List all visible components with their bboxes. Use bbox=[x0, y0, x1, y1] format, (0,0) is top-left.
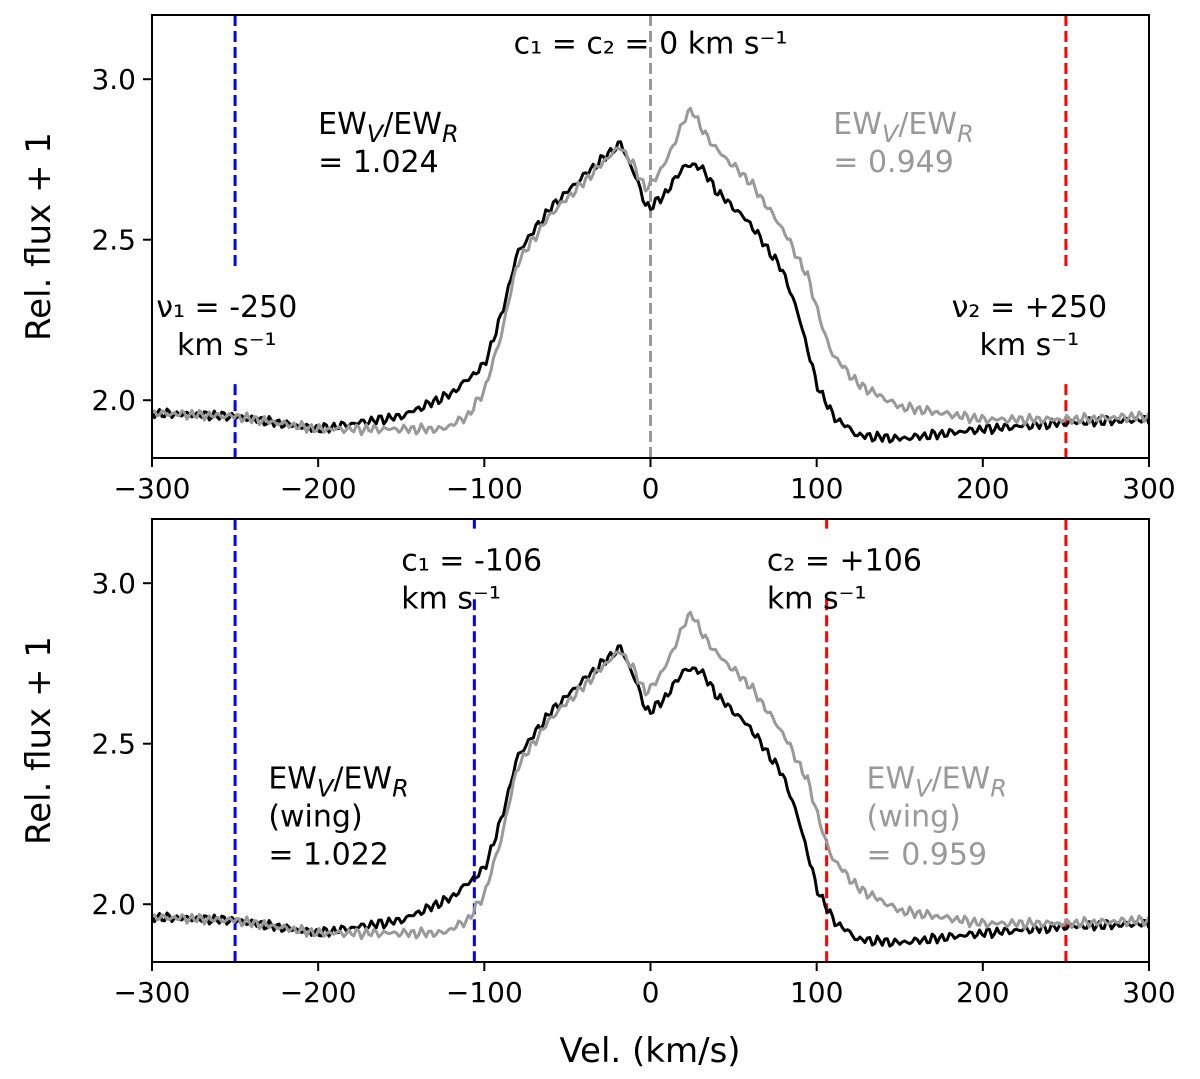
y-tick-label: 2.5 bbox=[91, 728, 136, 761]
x-tick-label: 100 bbox=[790, 976, 843, 1009]
annotation-text: = 0.959 bbox=[867, 838, 988, 873]
grey-profile-line bbox=[152, 106, 1149, 437]
annotation-text: km s⁻¹ bbox=[767, 581, 867, 616]
x-tick-label: 200 bbox=[956, 976, 1009, 1009]
annotation-text: km s⁻¹ bbox=[177, 328, 277, 363]
x-tick-label: −300 bbox=[114, 472, 191, 505]
x-tick-label: 200 bbox=[956, 472, 1009, 505]
x-tick-label: −300 bbox=[114, 976, 191, 1009]
annotation-text: ν₁ = -250 bbox=[156, 290, 297, 325]
top-panel: −300 −200 −100 0 100 200 300 2.0 2.5 3.0 Rel. flux… bbox=[19, 14, 1176, 505]
x-tick-label: 300 bbox=[1122, 472, 1175, 505]
y-axis-label: Rel. flux + 1 bbox=[19, 636, 59, 845]
y-tick-label: 2.0 bbox=[91, 888, 136, 921]
grey-profile-line bbox=[152, 610, 1149, 941]
y-tick-label: 2.5 bbox=[91, 224, 136, 257]
annotation-text: = 0.949 bbox=[833, 145, 954, 180]
annotation-text: km s⁻¹ bbox=[980, 328, 1080, 363]
x-tick-label: 0 bbox=[642, 976, 660, 1009]
x-tick-label: 100 bbox=[790, 472, 843, 505]
annotation-text: ν₂ = +250 bbox=[952, 290, 1107, 325]
y-axis-label: Rel. flux + 1 bbox=[19, 132, 59, 341]
y-tick-label: 3.0 bbox=[91, 567, 136, 600]
annotation-text: = 1.024 bbox=[318, 145, 439, 180]
x-tick-label: −200 bbox=[280, 472, 357, 505]
bottom-panel: −300 −200 −100 0 100 200 300 2.0 2.5 3.0 Rel. flux… bbox=[19, 518, 1176, 1009]
x-tick-label: −100 bbox=[446, 976, 523, 1009]
y-tick-label: 3.0 bbox=[91, 63, 136, 96]
plot-area bbox=[152, 519, 1149, 962]
annotation-text: c₁ = c₂ = 0 km s⁻¹ bbox=[514, 27, 788, 62]
annotation-text: km s⁻¹ bbox=[401, 581, 501, 616]
annotation-text: EWV/EWR bbox=[268, 762, 408, 803]
x-axis-label: Vel. (km/s) bbox=[559, 1031, 740, 1071]
annotation-text: EWV/EWR bbox=[833, 107, 973, 148]
annotation-text: EWV/EWR bbox=[318, 107, 458, 148]
annotation-text: (wing) bbox=[268, 800, 362, 835]
x-tick-label: 300 bbox=[1122, 976, 1175, 1009]
x-tick-label: −100 bbox=[446, 472, 523, 505]
annotation-text: c₂ = +106 bbox=[767, 543, 922, 578]
y-tick-label: 2.0 bbox=[91, 384, 136, 417]
plot-frame bbox=[151, 518, 1150, 963]
annotation-text: = 1.022 bbox=[268, 838, 389, 873]
annotation-text: EWV/EWR bbox=[867, 762, 1007, 803]
annotation-text: (wing) bbox=[867, 800, 961, 835]
annotation-text: c₁ = -106 bbox=[401, 543, 542, 578]
x-tick-label: −200 bbox=[280, 976, 357, 1009]
x-tick-label: 0 bbox=[642, 472, 660, 505]
plot-area bbox=[152, 15, 1149, 458]
